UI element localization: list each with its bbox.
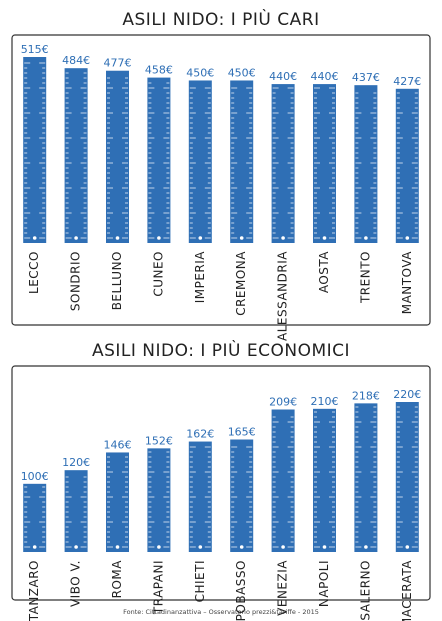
- ruler-hole: [239, 236, 244, 240]
- ruler-hole: [115, 236, 120, 240]
- category-label: AOSTA: [317, 251, 331, 293]
- value-label: 484€: [62, 54, 90, 67]
- category-label: VIBO V.: [69, 560, 83, 607]
- bar: [271, 84, 295, 244]
- value-label: 220€: [393, 388, 421, 401]
- bar: [23, 483, 47, 552]
- category-label: MANTOVA: [400, 251, 414, 315]
- value-label: 152€: [145, 434, 173, 447]
- value-label: 477€: [104, 57, 132, 70]
- category-label: SONDRIO: [69, 251, 83, 311]
- ruler-hole: [322, 545, 327, 549]
- value-label: 218€: [352, 389, 380, 402]
- ruler-hole: [239, 545, 244, 549]
- category-label: MACERATA: [400, 560, 414, 621]
- bar: [230, 80, 254, 243]
- bar: [106, 70, 129, 243]
- category-label: ALESSANDRIA: [276, 251, 290, 341]
- panel: [11, 34, 431, 326]
- value-label: 100€: [21, 470, 49, 483]
- ruler-hole: [32, 545, 37, 549]
- bar: [313, 408, 336, 552]
- chart-title: ASILI NIDO: I PIÙ ECONOMICI: [92, 339, 350, 361]
- category-label: ROMA: [110, 560, 124, 599]
- ruler-hole: [405, 545, 410, 549]
- ruler-hole: [322, 236, 327, 240]
- ruler-hole: [115, 545, 120, 549]
- ruler-hole: [364, 545, 368, 549]
- bar: [271, 409, 295, 552]
- bar: [106, 452, 129, 552]
- value-label: 450€: [228, 66, 256, 79]
- source: Fonte: Cittadinanzattiva – Osservatorio …: [123, 608, 319, 616]
- bar: [354, 403, 378, 552]
- bar: [188, 441, 212, 552]
- category-label: CUNEO: [151, 251, 165, 297]
- value-label: 146€: [104, 438, 132, 451]
- value-label: 515€: [21, 43, 49, 56]
- value-label: 427€: [393, 75, 421, 88]
- category-label: CAMPOBASSO: [234, 560, 248, 621]
- chart-title: ASILI NIDO: I PIÙ CARI: [122, 8, 319, 30]
- panel: [11, 365, 431, 601]
- category-label: TRAPANI: [151, 560, 165, 615]
- value-label: 210€: [311, 395, 339, 408]
- category-label: IMPERIA: [193, 251, 207, 304]
- category-label: CHIETI: [193, 560, 207, 602]
- category-label: NAPOLI: [317, 560, 331, 607]
- ruler-hole: [157, 236, 161, 240]
- value-label: 165€: [228, 426, 256, 439]
- ruler-hole: [198, 545, 203, 549]
- category-label: SALERNO: [358, 560, 372, 621]
- value-label: 437€: [352, 71, 380, 84]
- bar: [313, 84, 336, 244]
- ruler-hole: [74, 545, 78, 549]
- bar: [64, 470, 88, 552]
- bar: [395, 88, 419, 243]
- bar: [395, 402, 419, 552]
- value-label: 209€: [269, 396, 297, 409]
- category-label: BELLUNO: [110, 251, 124, 310]
- category-label: TRENTO: [358, 251, 372, 304]
- value-label: 450€: [186, 66, 214, 79]
- bar: [188, 80, 212, 243]
- category-label: VENEZIA: [276, 560, 290, 616]
- value-label: 440€: [269, 70, 297, 83]
- ruler-hole: [32, 236, 37, 240]
- ruler-hole: [281, 545, 285, 549]
- bar: [354, 85, 378, 244]
- ruler-hole: [364, 236, 368, 240]
- bar: [230, 439, 254, 552]
- ruler-hole: [281, 236, 285, 240]
- ruler-hole: [157, 545, 161, 549]
- value-label: 440€: [311, 70, 339, 83]
- ruler-hole: [198, 236, 203, 240]
- category-label: LECCO: [27, 251, 41, 294]
- value-label: 458€: [145, 64, 173, 77]
- bar: [64, 68, 88, 244]
- value-label: 120€: [62, 456, 90, 469]
- bar: [147, 448, 171, 552]
- category-label: CATANZARO: [27, 560, 41, 621]
- ruler-hole: [405, 236, 410, 240]
- bar: [147, 77, 171, 243]
- value-label: 162€: [186, 428, 214, 441]
- category-label: CREMONA: [234, 251, 248, 316]
- bar: [23, 57, 47, 243]
- ruler-hole: [74, 236, 78, 240]
